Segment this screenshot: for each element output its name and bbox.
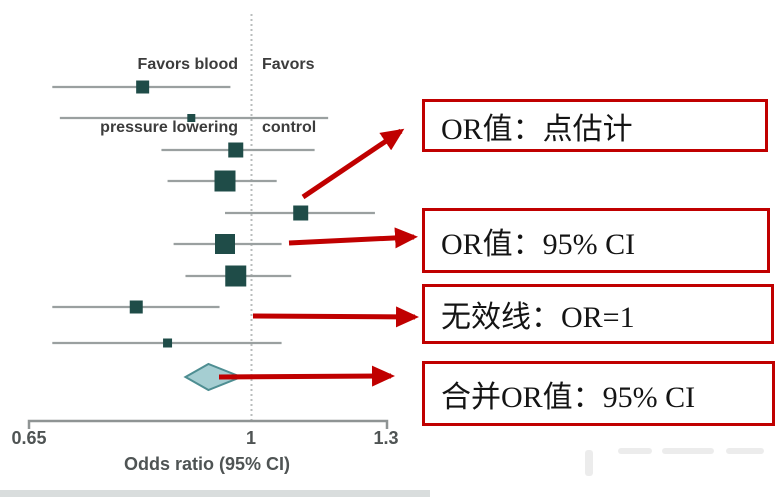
point-estimate-study-6 (215, 234, 236, 254)
x-tick-1: 1 (245, 428, 257, 448)
callout-point-estimate: OR值：点估计 (422, 99, 768, 152)
favors-left-line2: pressure lowering (100, 119, 238, 136)
point-estimate-study-1 (136, 80, 150, 94)
callout-pooled-or-label: 合并OR值：95% CI (441, 380, 696, 414)
point-estimate-study-8 (129, 300, 143, 314)
watermark-remnant (618, 448, 652, 454)
annotation-arrow-2 (288, 227, 418, 249)
x-axis-title: Odds ratio (95% CI) (123, 454, 291, 474)
annotation-arrow-4 (218, 365, 395, 387)
x-tick-1-3: 1.3 (373, 428, 399, 448)
favors-right-line1: Favors (262, 56, 315, 73)
callout-point-estimate-label: OR值：点估计 (441, 112, 633, 146)
callout-confidence-interval-label: OR值：95% CI (441, 227, 636, 261)
watermark-remnant (662, 448, 714, 454)
callout-pooled-or: 合并OR值：95% CI (422, 361, 775, 426)
point-estimate-study-2 (187, 114, 196, 122)
favors-right-header: Favors control (262, 12, 316, 180)
point-estimate-study-7 (225, 265, 247, 287)
annotation-arrow-3 (252, 306, 419, 328)
point-estimate-study-5 (293, 205, 309, 221)
callout-null-line: 无效线：OR=1 (422, 284, 774, 344)
x-tick-0-65: 0.65 (11, 428, 47, 448)
bottom-grey-strip (0, 490, 430, 497)
annotation-arrow-1 (301, 128, 405, 200)
watermark-remnant (726, 448, 764, 454)
callout-confidence-interval: OR值：95% CI (422, 208, 770, 273)
favors-left-line1: Favors blood (137, 56, 238, 73)
favors-left-header: Favors blood pressure lowering (100, 12, 238, 180)
callout-null-line-label: 无效线：OR=1 (441, 301, 635, 334)
x-axis-line (27, 419, 389, 429)
favors-right-line2: control (262, 119, 317, 136)
watermark-remnant (585, 450, 593, 476)
point-estimate-study-4 (214, 170, 236, 192)
point-estimate-study-3 (228, 142, 244, 158)
point-estimate-study-9 (163, 338, 173, 348)
